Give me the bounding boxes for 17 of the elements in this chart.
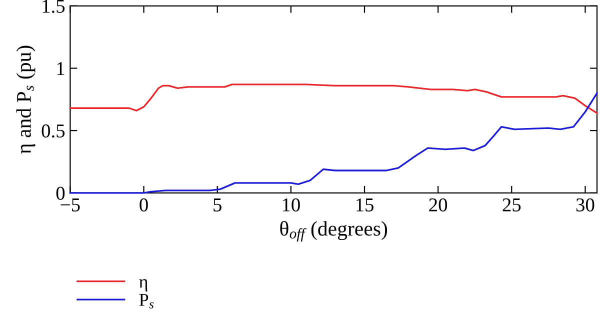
x-axis-title: θ$_{off}$ (degrees) bbox=[280, 220, 388, 242]
legend-label: P$_{s}$ bbox=[139, 294, 154, 308]
legend-label: η bbox=[139, 279, 148, 292]
x-tick-label: −5 bbox=[60, 198, 80, 212]
x-tick-label: 20 bbox=[429, 198, 448, 212]
y-tick-label: 0 bbox=[56, 186, 65, 200]
x-tick-label: 15 bbox=[356, 198, 374, 212]
y-axis-title: η and P$_{s}$ (pu) bbox=[16, 46, 36, 154]
y-tick-label: 1.5 bbox=[42, 0, 65, 13]
line-series bbox=[69, 84, 598, 114]
x-tick-label: 10 bbox=[282, 198, 300, 212]
x-tick-label: 5 bbox=[214, 198, 222, 212]
x-tick-label: 25 bbox=[502, 198, 521, 212]
y-tick-label: 0.5 bbox=[42, 124, 65, 138]
x-tick-label: 30 bbox=[576, 198, 594, 212]
y-tick-label: 1 bbox=[57, 62, 64, 75]
x-tick-label: 0 bbox=[140, 198, 148, 212]
